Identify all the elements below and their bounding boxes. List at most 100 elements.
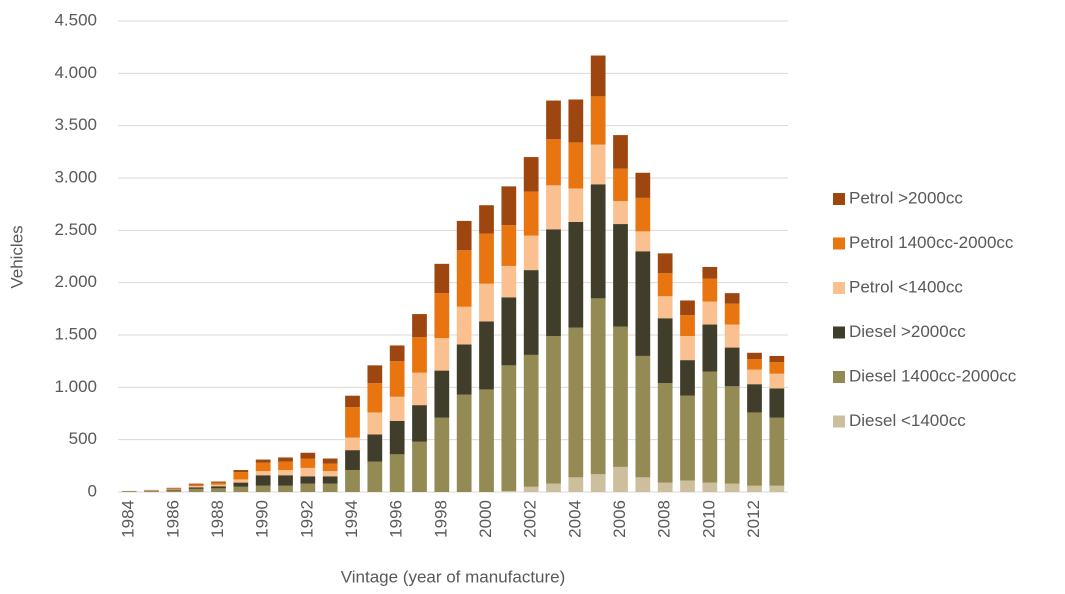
bar-segment bbox=[389, 361, 405, 397]
bar-segment bbox=[702, 324, 718, 372]
bar-segment bbox=[680, 360, 695, 396]
bar-segment bbox=[211, 488, 226, 492]
bar-segment bbox=[635, 197, 651, 232]
bar-segment bbox=[568, 99, 584, 143]
bar-segment bbox=[479, 283, 494, 322]
bar-segment bbox=[479, 321, 494, 390]
bar-segment bbox=[233, 482, 249, 487]
bar-segment bbox=[590, 55, 606, 97]
bar-segment bbox=[724, 293, 740, 304]
bar-segment bbox=[501, 186, 517, 226]
bar-segment bbox=[501, 297, 517, 366]
bar-segment bbox=[233, 470, 249, 473]
x-tick-label: 2012 bbox=[744, 500, 763, 538]
y-axis-title: Vehicles bbox=[7, 225, 26, 288]
bar-segment bbox=[747, 369, 762, 385]
bar-segment bbox=[367, 383, 383, 413]
legend-swatch bbox=[833, 237, 845, 250]
bar-segment bbox=[188, 487, 204, 489]
bar-segment bbox=[255, 475, 271, 486]
bar-segment bbox=[680, 480, 695, 492]
bar-segment bbox=[233, 472, 249, 480]
bar-segment bbox=[456, 220, 472, 251]
bar-segment bbox=[769, 417, 785, 486]
bar-segment bbox=[166, 490, 182, 492]
bar-segment bbox=[278, 461, 293, 471]
bar-segment bbox=[635, 231, 651, 252]
bar-segment bbox=[568, 221, 584, 328]
bar-segment bbox=[769, 485, 785, 492]
bar-segment bbox=[590, 96, 606, 145]
bar-segment bbox=[747, 412, 762, 486]
bar-segment bbox=[613, 168, 628, 202]
bar-segment bbox=[680, 315, 695, 337]
bar-segment bbox=[278, 470, 293, 476]
bar-segment bbox=[412, 405, 427, 442]
bar-segment bbox=[501, 365, 517, 491]
bar-segment bbox=[724, 303, 740, 325]
bar-segment bbox=[322, 476, 338, 484]
bar-segment bbox=[724, 347, 740, 387]
bar-segment bbox=[322, 458, 338, 464]
bar-segment bbox=[434, 370, 450, 418]
bar-segment bbox=[724, 324, 740, 348]
y-tick-label: 500 bbox=[69, 429, 97, 448]
bar-segment bbox=[724, 483, 740, 492]
bar-segment bbox=[188, 486, 204, 488]
bar-segment bbox=[523, 486, 539, 492]
legend-swatch bbox=[833, 282, 845, 294]
bar-segment bbox=[188, 483, 204, 485]
bar-segment bbox=[590, 298, 606, 475]
legend-label: Petrol 1400cc-2000cc bbox=[849, 233, 1014, 252]
bar-segment bbox=[345, 395, 360, 408]
bar-segment bbox=[702, 278, 718, 302]
y-tick-label: 3.500 bbox=[54, 115, 97, 134]
bar-segment bbox=[300, 452, 316, 459]
x-tick-label: 1984 bbox=[119, 500, 138, 538]
bar-segment bbox=[523, 270, 539, 355]
bar-segment bbox=[412, 441, 427, 492]
bar-segment bbox=[546, 139, 561, 186]
bar-segment bbox=[546, 336, 561, 484]
bar-segment bbox=[367, 461, 383, 492]
bar-segment bbox=[456, 344, 472, 395]
bar-segment bbox=[613, 135, 628, 169]
x-tick-label: 1994 bbox=[342, 500, 361, 538]
bar-segment bbox=[546, 100, 561, 140]
legend-swatch bbox=[833, 415, 845, 428]
bar-segment bbox=[568, 327, 584, 478]
y-tick-label: 3.000 bbox=[54, 167, 97, 186]
bar-segment bbox=[211, 486, 226, 489]
bar-segment bbox=[501, 265, 517, 298]
bar-segment bbox=[613, 326, 628, 467]
legend-swatch bbox=[833, 371, 845, 383]
y-tick-label: 0 bbox=[88, 481, 97, 500]
y-tick-label: 4.500 bbox=[54, 10, 97, 29]
y-tick-label: 2.000 bbox=[54, 272, 97, 291]
bar-segment bbox=[412, 372, 427, 406]
bar-segment bbox=[769, 388, 785, 418]
bar-segment bbox=[613, 466, 628, 492]
bar-segment bbox=[188, 484, 204, 487]
bar-segment bbox=[501, 490, 517, 492]
bar-segment bbox=[635, 355, 651, 478]
y-tick-label: 1.000 bbox=[54, 377, 97, 396]
bar-segment bbox=[434, 263, 450, 294]
bar-segment bbox=[546, 229, 561, 337]
bar-segment bbox=[389, 420, 405, 455]
bar-segment bbox=[568, 188, 584, 222]
x-tick-label: 1990 bbox=[253, 500, 272, 538]
bar-segment bbox=[434, 417, 450, 492]
bar-segment bbox=[211, 484, 226, 487]
bar-segment bbox=[166, 487, 182, 489]
bar-segment bbox=[121, 491, 137, 492]
bar-segment bbox=[769, 362, 785, 374]
bar-segment bbox=[166, 488, 182, 489]
bar-segment bbox=[456, 306, 472, 345]
bar-segment bbox=[702, 266, 718, 279]
legend-label: Diesel 1400cc-2000cc bbox=[849, 366, 1017, 385]
x-tick-label: 2004 bbox=[565, 500, 584, 538]
bar-segment bbox=[434, 338, 450, 371]
x-tick-label: 2008 bbox=[655, 500, 674, 538]
bar-segment bbox=[657, 383, 673, 483]
